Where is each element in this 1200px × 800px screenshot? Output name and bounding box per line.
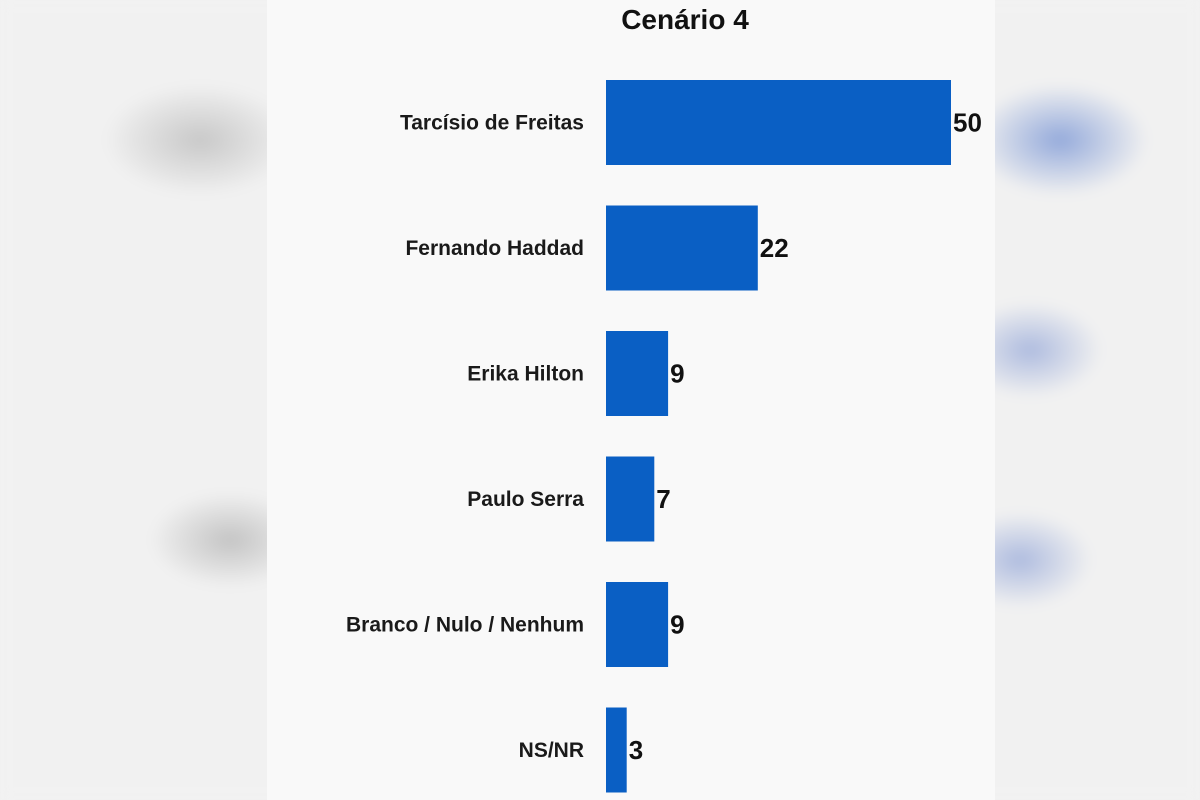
category-label: Fernando Haddad [405,237,584,260]
category-label: Branco / Nulo / Nenhum [346,614,584,637]
category-label: Erika Hilton [467,363,584,386]
bar [606,582,669,667]
bars-group: Tarcísio de Freitas 50 Fernando Haddad 22 Er… [346,80,982,793]
chart-title: Cenário 4 [621,4,749,35]
value-label: 3 [629,735,643,765]
value-label: 22 [760,233,789,263]
bar [606,331,669,416]
value-label: 9 [670,610,684,640]
value-label: 7 [656,484,670,514]
value-label: 50 [953,108,982,138]
bar [606,80,951,165]
value-label: 9 [670,359,684,389]
category-label: NS/NR [519,739,584,762]
bar [606,707,627,793]
bar [606,456,655,542]
category-label: Tarcísio de Freitas [400,112,584,135]
bar [606,205,758,291]
category-label: Paulo Serra [467,488,584,511]
